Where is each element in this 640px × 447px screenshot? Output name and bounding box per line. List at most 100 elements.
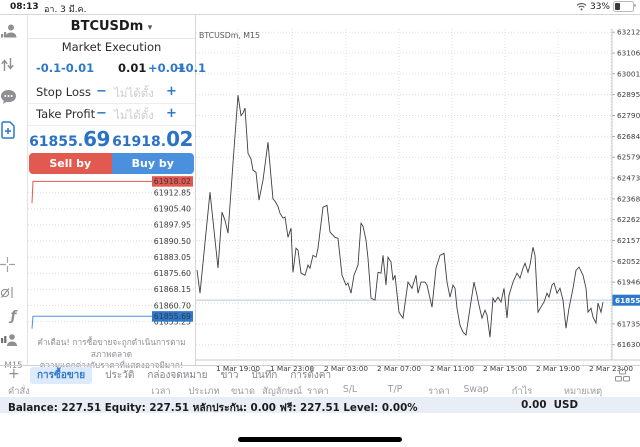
svg-text:2 Mar 03:00: 2 Mar 03:00 [324,364,368,373]
trade-panel: BTCUSDm ▾ Market Execution -0.1 -0.01 0.… [28,15,206,370]
column-header: ราคา [428,386,450,397]
add-tab-button[interactable]: + [8,366,20,382]
stop-loss-label: Stop Loss [36,85,92,99]
svg-text:61853.25: 61853.25 [154,317,191,326]
svg-text:61855.69: 61855.69 [615,296,640,305]
buy-price: 61918.02 [112,127,193,151]
svg-text:61883.05: 61883.05 [154,253,191,262]
main-chart-canvas[interactable]: 61630.2561735.7061841.1561946.6062052.05… [196,29,640,380]
new-order-icon[interactable] [0,121,27,139]
positions-table-header: คำสั่ง เวลา ประเภท ขนาด สัญลักษณ์ ราคา S/L T/P ร… [0,383,640,397]
svg-text:62262.95: 62262.95 [617,215,640,224]
column-header: Swap [463,384,489,395]
svg-text:62895.65: 62895.65 [617,90,640,99]
svg-text:61860.70: 61860.70 [154,301,191,310]
profit-total: 0.00 USD [521,399,578,411]
column-header: S/L [342,384,358,395]
battery-percent: 33% [589,1,610,12]
tab-item[interactable]: บันทึก [251,369,278,381]
tick-chart: 61912.85 61905.40 61897.95 61890.50 61883.05… [28,176,195,333]
svg-text:2 Mar 23:00: 2 Mar 23:00 [589,364,633,373]
app-content: ƒ M15 BTCUSDm ▾ Market Execution -0.1 -0… [0,14,640,373]
status-right-cluster: 33% [576,1,636,12]
svg-text:61918.02: 61918.02 [154,177,191,186]
tab-item[interactable]: ประวัติ [105,369,135,381]
stop-loss-row: Stop Loss − ไม่ได้ตั้ง + [28,81,195,104]
take-profit-row: Take Profit − ไม่ได้ตั้ง + [28,103,195,126]
tab-item[interactable]: การตั้งค่า [290,369,332,381]
home-indicator[interactable] [238,437,402,442]
svg-text:61905.40: 61905.40 [154,205,191,214]
svg-text:1 Mar 19:00: 1 Mar 19:00 [216,364,260,373]
sell-by-market-button[interactable]: Sell by Market [29,153,112,191]
column-header: T/P [387,384,403,395]
main-chart[interactable]: 61630.2561735.7061841.1561946.6062052.05… [196,29,640,380]
objects-icon[interactable] [0,285,27,300]
accounts-icon[interactable] [0,333,27,348]
column-header: ประเภท [188,386,220,397]
stop-loss-field[interactable]: ไม่ได้ตั้ง [114,86,154,100]
svg-text:62579.30: 62579.30 [617,153,640,162]
svg-text:61735.70: 61735.70 [617,319,640,328]
svg-text:63001.10: 63001.10 [617,69,640,78]
svg-text:61855.69: 61855.69 [154,312,191,321]
tab-item[interactable]: กล่องจดหมาย [147,369,208,381]
battery-icon [613,1,636,12]
crosshair-icon[interactable] [0,257,27,272]
chevron-down-icon: ▾ [147,23,153,33]
take-profit-field[interactable]: ไม่ได้ตั้ง [114,108,154,122]
svg-text:2 Mar 19:00: 2 Mar 19:00 [536,364,580,373]
take-profit-minus-button[interactable]: − [96,106,107,121]
sell-price: 61855.69 [29,127,110,151]
svg-text:61897.95: 61897.95 [154,221,191,230]
svg-text:2 Mar 07:00: 2 Mar 07:00 [377,364,421,373]
column-header: สัญลักษณ์ [262,386,302,397]
svg-text:2 Mar 11:00: 2 Mar 11:00 [430,364,474,373]
volume-stepper-row: -0.1 -0.01 0.01 +0.01 +0.1 [28,59,206,79]
stop-loss-plus-button[interactable]: + [166,84,177,99]
column-header: ราคา [307,386,329,397]
tick-chart-canvas: 61912.85 61905.40 61897.95 61890.50 61883.05… [28,176,195,329]
status-bar: 08:13 อา. 3 มี.ค. 33% [0,0,640,15]
status-date: อา. 3 มี.ค. [44,5,87,15]
take-profit-plus-button[interactable]: + [166,106,177,121]
quotes-icon[interactable] [0,23,27,40]
column-header: ขนาด [231,386,255,397]
svg-text:61875.60: 61875.60 [154,269,191,278]
tab-active[interactable]: การซื้อขาย [30,366,93,384]
svg-text:62790.20: 62790.20 [617,111,640,120]
buy-by-market-button[interactable]: Buy by Market [111,153,194,191]
svg-text:61912.85: 61912.85 [154,188,191,197]
column-header: กำไร [511,386,533,397]
volume-value[interactable]: 0.01 [118,61,147,75]
chat-icon[interactable] [0,89,27,105]
order-buttons: Sell by Market Buy by Market [29,153,194,191]
svg-text:2 Mar 15:00: 2 Mar 15:00 [483,364,527,373]
symbol-dropdown[interactable]: BTCUSDm ▾ [28,15,195,39]
tab-item[interactable]: ข่าว [220,369,239,381]
timeframe-button[interactable]: M15 [4,361,23,371]
svg-text:61946.60: 61946.60 [617,278,640,287]
svg-text:62052.05: 62052.05 [617,257,640,266]
column-header: หมายเหตุ [563,386,603,397]
stop-loss-minus-button[interactable]: − [96,84,107,99]
svg-text:62157.50: 62157.50 [617,236,640,245]
svg-text:62684.75: 62684.75 [617,132,640,141]
volume-inc-0.1-button[interactable]: +0.1 [176,61,207,75]
svg-text:63106.55: 63106.55 [617,49,640,58]
volume-inc-0.01-button[interactable]: +0.01 [148,61,187,75]
clock: 08:13 [10,2,39,12]
volume-dec-0.1-button[interactable]: -0.1 [36,61,62,75]
indicators-icon[interactable]: ƒ [10,309,17,324]
volume-dec-0.01-button[interactable]: -0.01 [61,61,95,75]
balance-summary: Balance: 227.51 Equity: 227.51 หลักประกั… [8,402,418,414]
svg-text:61630.25: 61630.25 [617,340,640,349]
layout-columns-icon[interactable] [615,369,630,382]
chart-watermark: BTCUSDm, M15 [199,31,260,40]
svg-text:62473.85: 62473.85 [617,174,640,183]
svg-text:61868.15: 61868.15 [154,285,191,294]
symbol-name: BTCUSDm [70,19,144,34]
svg-text:61890.50: 61890.50 [154,237,191,246]
trade-icon[interactable] [0,56,27,73]
